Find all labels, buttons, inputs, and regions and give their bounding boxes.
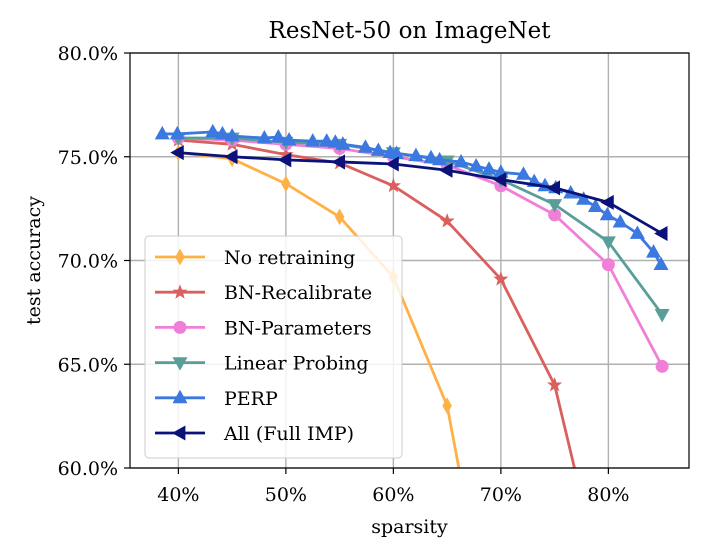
legend-label: No retraining bbox=[224, 247, 355, 269]
x-axis-label: sparsity bbox=[371, 516, 448, 538]
legend-item-perp: PERP bbox=[155, 388, 278, 410]
axis-ticks: 40% 50% 60% 70% 80% 60.0% 65.0% 70.0% 75.0% 80.0% bbox=[58, 43, 630, 506]
legend-items: No retraining BN-Recalibrate BN-Parameters… bbox=[155, 247, 372, 445]
legend-item-bn-parameters: BN-Parameters bbox=[155, 317, 372, 339]
data-point-perp bbox=[432, 151, 448, 166]
x-tick-label: 40% bbox=[157, 484, 199, 506]
legend-item-all-full-imp: All (Full IMP) bbox=[155, 423, 354, 445]
data-point-perp bbox=[319, 133, 335, 147]
x-tick-label: 60% bbox=[372, 484, 414, 506]
data-point-bn-recalibrate bbox=[493, 271, 509, 286]
data-point-perp bbox=[270, 129, 286, 143]
data-point-perp bbox=[154, 125, 170, 140]
data-point-no-retraining bbox=[334, 208, 345, 226]
data-point-bn-recalibrate bbox=[385, 177, 401, 193]
data-point-linear-probing bbox=[547, 199, 563, 213]
data-point-all-full-imp bbox=[654, 226, 668, 242]
legend-label: PERP bbox=[224, 388, 278, 410]
legend-label: All (Full IMP) bbox=[223, 423, 354, 445]
legend-box bbox=[144, 235, 403, 459]
data-point-perp bbox=[205, 123, 221, 138]
data-point-perp bbox=[576, 191, 592, 205]
data-point-no-retraining bbox=[281, 175, 291, 193]
data-point-perp bbox=[408, 147, 424, 162]
data-point-all-full-imp bbox=[224, 149, 238, 165]
legend-marker bbox=[173, 320, 187, 334]
legend-item-linear-probing: Linear Probing bbox=[155, 353, 369, 375]
y-axis-label: test accuracy bbox=[23, 196, 45, 325]
legend-marker bbox=[172, 389, 188, 404]
data-point-perp bbox=[515, 166, 531, 180]
legend-marker bbox=[171, 425, 186, 441]
data-point-bn-parameters bbox=[655, 359, 669, 373]
data-point-bn-recalibrate bbox=[439, 213, 455, 228]
data-point-all-full-imp bbox=[546, 180, 561, 196]
data-point-all-full-imp bbox=[331, 154, 346, 170]
legend-label: BN-Recalibrate bbox=[224, 282, 372, 304]
data-point-linear-probing bbox=[654, 309, 670, 323]
legend-label: BN-Parameters bbox=[224, 317, 372, 339]
legend-item-bn-recalibrate: BN-Recalibrate bbox=[155, 282, 372, 304]
y-tick-label: 80.0% bbox=[58, 43, 118, 65]
legend-marker bbox=[172, 284, 188, 299]
data-point-all-full-imp bbox=[439, 162, 453, 178]
legend: No retraining BN-Recalibrate BN-Parameters… bbox=[144, 235, 403, 459]
legend-marker bbox=[172, 357, 188, 371]
data-point-perp bbox=[335, 136, 351, 150]
data-point-all-full-imp bbox=[170, 145, 184, 161]
data-point-perp bbox=[256, 130, 272, 144]
x-tick-label: 50% bbox=[265, 484, 307, 506]
data-point-all-full-imp bbox=[385, 156, 399, 172]
data-point-perp bbox=[612, 214, 628, 228]
data-point-bn-parameters bbox=[601, 258, 615, 272]
data-point-all-full-imp bbox=[492, 172, 507, 188]
data-point-bn-recalibrate bbox=[581, 513, 593, 525]
y-tick-label: 70.0% bbox=[58, 251, 118, 273]
data-point-perp bbox=[370, 142, 386, 156]
data-point-perp bbox=[169, 125, 185, 140]
data-point-perp bbox=[423, 149, 439, 164]
data-point-perp bbox=[653, 256, 669, 271]
data-point-perp bbox=[646, 244, 662, 258]
plot-series bbox=[154, 123, 670, 528]
x-tick-label: 70% bbox=[480, 484, 522, 506]
chart-title: ResNet-50 on ImageNet bbox=[269, 18, 552, 44]
data-point-all-full-imp bbox=[600, 194, 614, 210]
data-point-linear-probing bbox=[600, 236, 616, 250]
data-point-perp bbox=[305, 133, 321, 147]
y-tick-label: 75.0% bbox=[58, 147, 118, 169]
data-point-all-full-imp bbox=[277, 152, 292, 168]
data-point-perp bbox=[214, 125, 230, 140]
x-tick-label: 80% bbox=[587, 484, 629, 506]
y-tick-label: 65.0% bbox=[58, 354, 118, 376]
data-point-perp bbox=[453, 153, 469, 168]
data-point-perp bbox=[468, 158, 484, 172]
series-line-all-full-imp bbox=[176, 151, 664, 235]
legend-label: Linear Probing bbox=[224, 353, 369, 375]
legend-marker bbox=[175, 248, 185, 266]
data-point-no-retraining bbox=[464, 513, 472, 528]
data-point-no-retraining bbox=[442, 397, 452, 415]
series-all-full-imp bbox=[170, 145, 668, 242]
data-point-perp bbox=[629, 225, 645, 239]
data-point-perp bbox=[599, 206, 615, 221]
data-point-perp bbox=[357, 139, 373, 153]
data-point-perp bbox=[224, 127, 240, 142]
data-point-bn-recalibrate bbox=[547, 377, 563, 392]
data-point-perp bbox=[481, 161, 497, 175]
data-point-perp bbox=[587, 198, 603, 212]
data-point-perp bbox=[281, 132, 297, 146]
y-tick-label: 60.0% bbox=[58, 458, 118, 480]
legend-item-no-retraining: No retraining bbox=[155, 247, 355, 269]
